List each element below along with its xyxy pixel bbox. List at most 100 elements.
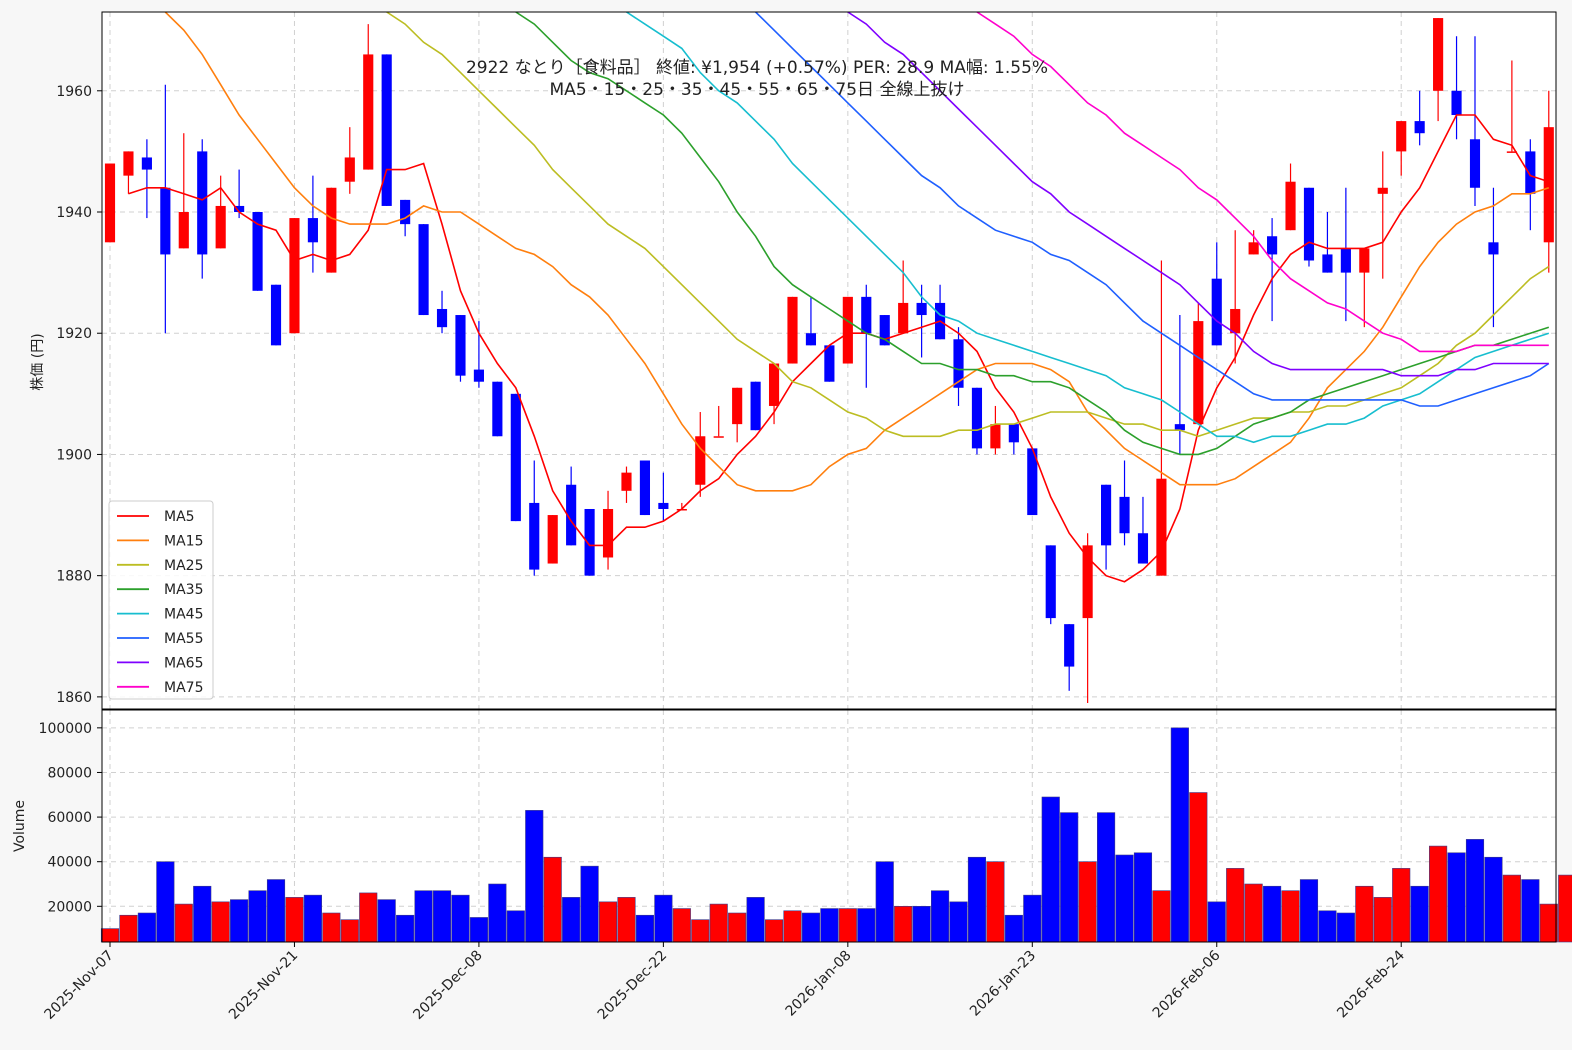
volume-bar: [1502, 874, 1521, 943]
volume-bar: [488, 883, 507, 943]
volume-bar: [912, 906, 931, 943]
candle-body: [418, 224, 429, 316]
candle-body: [732, 387, 743, 425]
volume-bar: [137, 912, 156, 943]
volume-bar: [1097, 812, 1116, 943]
candle-body: [1414, 121, 1425, 134]
candle-body: [197, 151, 208, 255]
volume-bar: [1226, 868, 1245, 943]
volume-bars: [100, 727, 1572, 943]
volume-bar: [580, 865, 599, 943]
candle-body: [455, 315, 466, 376]
candle-body: [1156, 478, 1167, 576]
volume-bar: [764, 919, 784, 943]
candle-body: [1451, 90, 1462, 116]
candle-body: [953, 339, 964, 388]
candle-body: [695, 436, 706, 485]
volume-bar: [174, 903, 193, 943]
volume-tick-label: 80000: [47, 765, 92, 781]
volume-bar: [1521, 879, 1540, 943]
legend-label: MA55: [164, 631, 203, 647]
volume-bar: [672, 908, 691, 943]
volume-bar: [562, 897, 581, 943]
volume-bar: [1299, 879, 1319, 943]
legend-label: MA75: [164, 680, 203, 696]
candle-body: [916, 302, 927, 316]
legend-label: MA45: [164, 607, 203, 623]
legend-label: MA25: [164, 558, 203, 574]
volume-bar: [1355, 885, 1374, 943]
volume-bar: [1189, 792, 1208, 943]
volume-bar: [1115, 854, 1134, 943]
candle-body: [289, 218, 300, 334]
volume-bar: [1152, 890, 1171, 943]
volume-bar: [1078, 861, 1097, 943]
candle-body: [307, 218, 318, 243]
legend-box: [108, 500, 214, 700]
volume-bar: [1558, 874, 1572, 943]
price-tick-label: 1900: [56, 447, 92, 463]
volume-bar: [1263, 885, 1282, 943]
candle-body: [787, 296, 798, 364]
candle-body: [658, 502, 669, 509]
candle-body: [1285, 181, 1296, 231]
price-tick-label: 1940: [56, 205, 92, 221]
volume-bar: [1465, 839, 1485, 943]
volume-bar: [211, 901, 230, 943]
legend: MA5 MA15 MA25 MA35 MA45 MA55 MA65 MA75: [108, 500, 214, 700]
volume-bar: [949, 901, 968, 943]
volume-bar: [1539, 903, 1558, 943]
volume-bar: [1133, 852, 1153, 943]
moving-average-lines: [128, 12, 1550, 583]
candle-body: [1396, 121, 1407, 152]
volume-bar: [654, 894, 673, 943]
ma-line-ma75: [976, 12, 1549, 353]
candle-body: [1082, 545, 1093, 619]
price-panel-frame: [101, 11, 1557, 710]
candlesticks: [104, 18, 1554, 703]
volume-bar: [303, 894, 322, 943]
volume-bar: [709, 903, 728, 943]
volume-bar: [230, 899, 249, 943]
volume-bar: [931, 890, 950, 943]
volume-bar: [1484, 856, 1503, 943]
price-tick-label: 1880: [56, 569, 92, 585]
candle-body: [1469, 139, 1481, 188]
ma-line-ma55: [755, 12, 1550, 407]
volume-bar: [1392, 868, 1411, 943]
candle-body: [1248, 242, 1259, 255]
candle-body: [178, 212, 189, 249]
candle-body: [1174, 424, 1185, 431]
candle-body: [1008, 424, 1019, 443]
candle-body: [1137, 533, 1149, 564]
candle-body: [639, 460, 651, 516]
candle-body: [1064, 624, 1075, 667]
volume-bar: [1410, 885, 1429, 943]
volume-bar: [598, 901, 618, 943]
volume-bar: [359, 892, 378, 943]
volume-bar: [1207, 901, 1226, 943]
volume-bar: [635, 914, 654, 943]
volume-bar: [728, 912, 747, 943]
legend-label: MA35: [164, 582, 203, 598]
volume-bar: [156, 861, 175, 943]
candle-body: [270, 284, 282, 346]
legend-label: MA15: [164, 533, 203, 549]
volume-bar: [377, 899, 396, 943]
volume-bar: [432, 890, 452, 943]
price-tick-label: 1860: [56, 690, 92, 706]
price-axis-label: 株価 (円): [30, 333, 46, 390]
candle-body: [1377, 187, 1388, 194]
candle-body: [492, 381, 503, 437]
volume-bar: [1023, 894, 1042, 943]
volume-bar: [1041, 796, 1060, 943]
volume-bar: [838, 908, 857, 943]
candle-body: [879, 315, 890, 346]
candle-body: [1193, 321, 1204, 425]
volume-bar: [396, 914, 415, 943]
candle-body: [1488, 242, 1499, 255]
candle-body: [104, 163, 116, 243]
ma-line-ma5: [128, 114, 1550, 583]
volume-bar: [414, 890, 433, 943]
